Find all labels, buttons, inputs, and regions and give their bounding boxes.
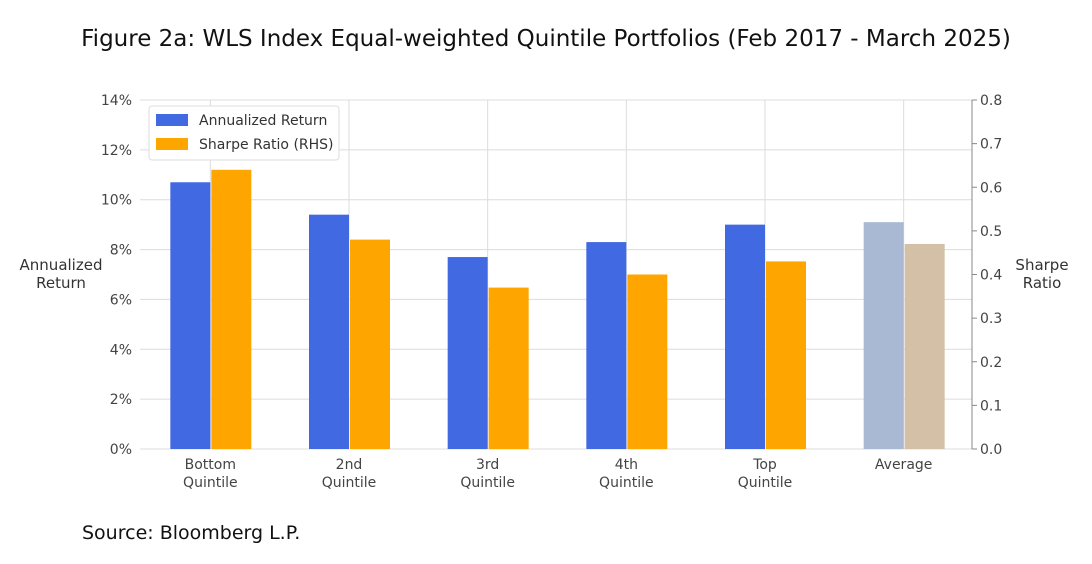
legend-label: Annualized Return xyxy=(199,113,327,129)
y-tick-label: 6% xyxy=(110,292,132,308)
y2-tick-label: 0.4 xyxy=(980,268,1002,284)
y-tick-label: 10% xyxy=(101,193,132,209)
y-tick-label: 4% xyxy=(110,342,132,358)
y2-tick-label: 0.2 xyxy=(980,355,1002,371)
y2-tick-label: 0.0 xyxy=(980,442,1002,458)
y2-tick-label: 0.3 xyxy=(980,311,1002,327)
x-tick-label: Quintile xyxy=(183,475,238,491)
bar-annualized-return xyxy=(170,182,211,449)
source-note: Source: Bloomberg L.P. xyxy=(82,522,301,544)
y-axis-label: Return xyxy=(36,274,86,292)
bar-annualized-return xyxy=(309,214,349,449)
y-tick-label: 8% xyxy=(110,243,132,259)
bar-sharpe-ratio xyxy=(350,239,390,449)
x-tick-label: Average xyxy=(875,457,933,473)
x-tick-label: Quintile xyxy=(738,475,793,491)
x-tick-label: Bottom xyxy=(185,457,236,473)
bar-sharpe-ratio xyxy=(766,261,806,449)
x-tick-label: 4th xyxy=(615,457,638,473)
x-tick-label: Quintile xyxy=(460,475,515,491)
y-axis-label: Annualized xyxy=(20,256,103,274)
bar-annualized-return xyxy=(586,242,627,449)
bar-annualized-return xyxy=(863,222,904,449)
y-tick-label: 0% xyxy=(110,442,132,458)
x-tick-label: 3rd xyxy=(476,457,499,473)
bar-sharpe-ratio xyxy=(211,169,252,450)
y2-tick-label: 0.7 xyxy=(980,137,1002,153)
x-tick-label: Top xyxy=(752,457,777,473)
bar-annualized-return xyxy=(725,224,765,449)
legend-label: Sharpe Ratio (RHS) xyxy=(199,137,334,153)
y2-tick-label: 0.5 xyxy=(980,224,1002,240)
legend-box xyxy=(148,105,340,161)
y-tick-label: 14% xyxy=(101,93,132,109)
legend-swatch xyxy=(156,138,188,150)
y-tick-label: 12% xyxy=(101,143,132,159)
y2-axis-label: Sharpe xyxy=(1015,256,1068,274)
x-tick-label: Quintile xyxy=(322,475,377,491)
bar-sharpe-ratio xyxy=(627,274,668,449)
x-tick-label: Quintile xyxy=(599,475,654,491)
y-tick-label: 2% xyxy=(110,392,132,408)
bar-sharpe-ratio xyxy=(488,287,529,449)
y2-tick-label: 0.1 xyxy=(980,398,1002,414)
y2-axis-label: Ratio xyxy=(1023,274,1062,292)
legend-swatch xyxy=(156,114,188,126)
y2-tick-label: 0.8 xyxy=(980,93,1002,109)
bar-annualized-return xyxy=(447,257,488,449)
x-tick-label: 2nd xyxy=(336,457,363,473)
chart-title: Figure 2a: WLS Index Equal-weighted Quin… xyxy=(81,26,1011,52)
y2-tick-label: 0.6 xyxy=(980,180,1002,196)
bar-sharpe-ratio xyxy=(904,243,945,449)
